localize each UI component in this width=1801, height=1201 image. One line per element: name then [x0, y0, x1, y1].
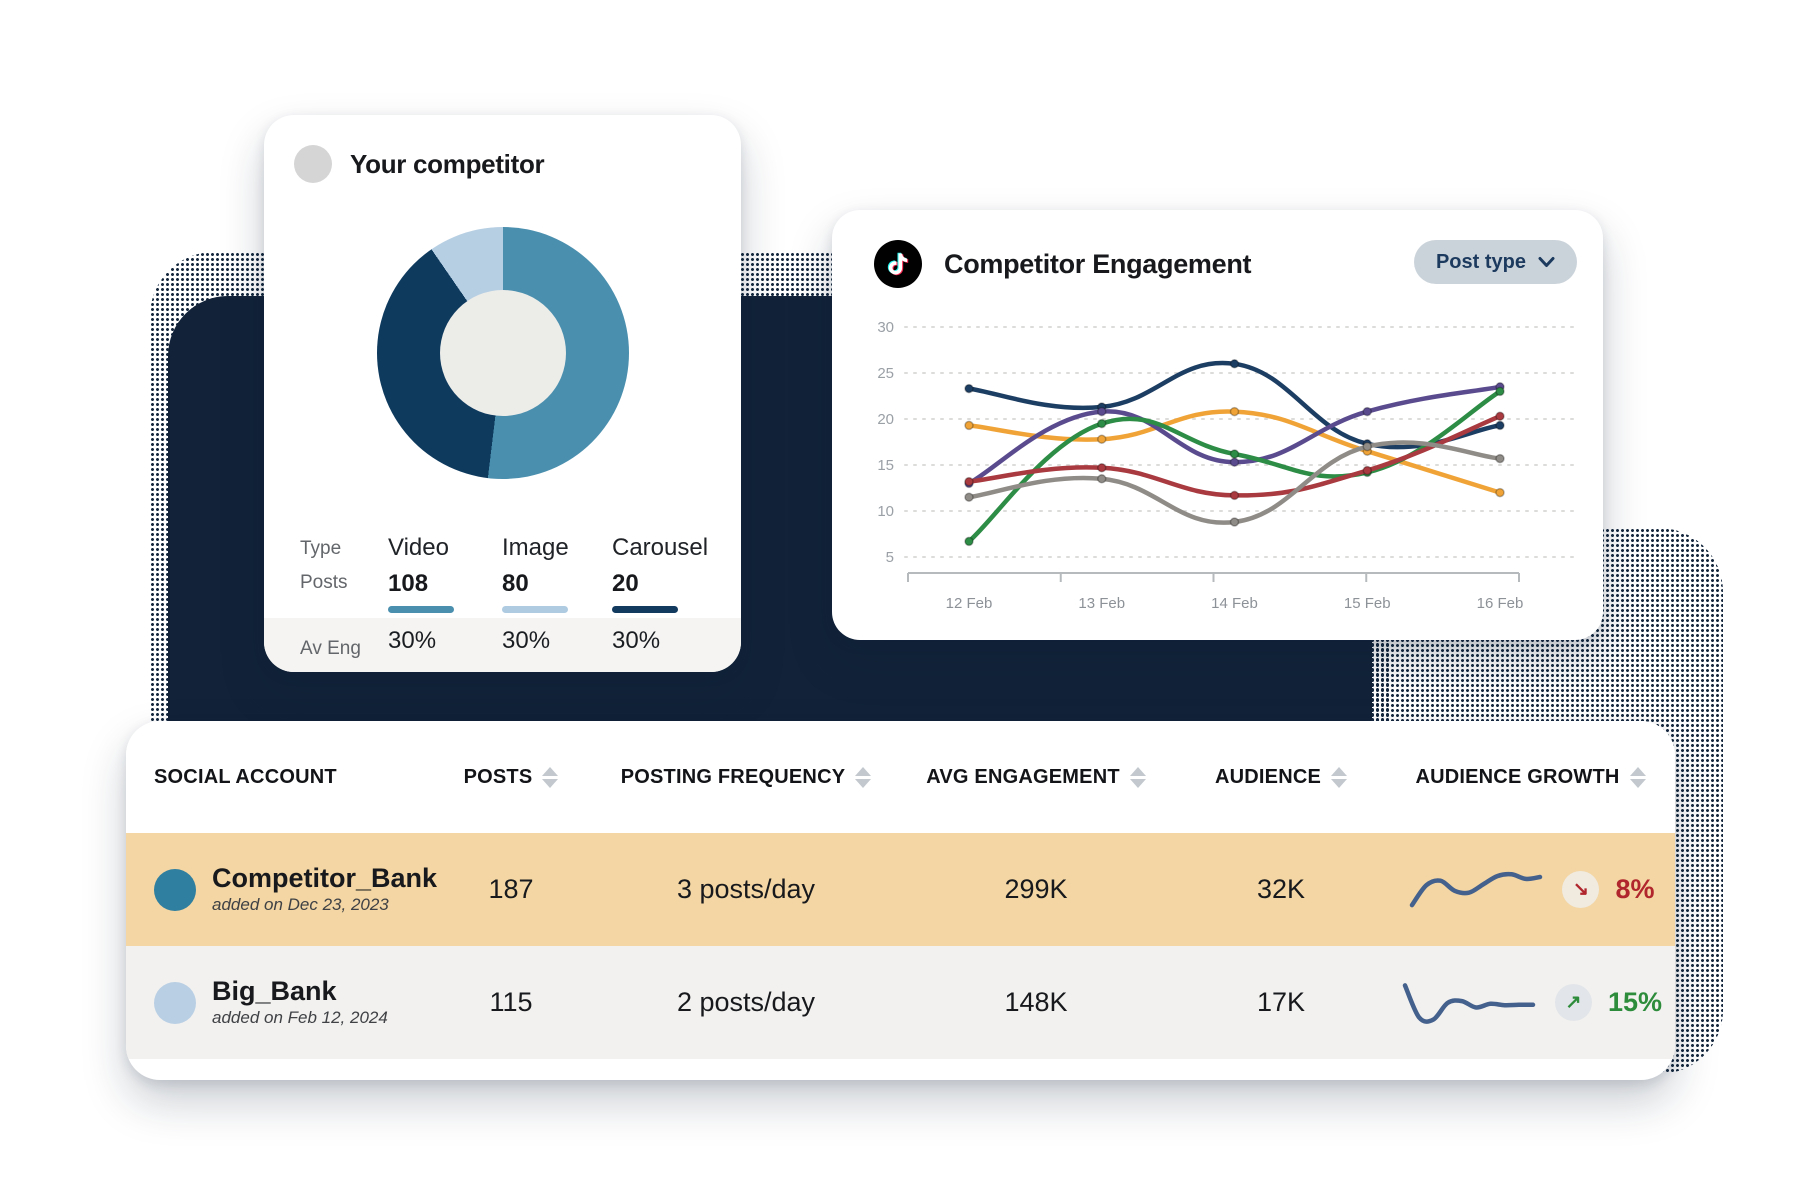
stat-type-label: Image — [502, 534, 569, 561]
stat-col-image: Image 80 30% — [502, 534, 612, 655]
avg-engagement-cell: 299K — [1004, 874, 1068, 904]
stat-type-label: Carousel — [612, 534, 709, 561]
growth-sparkline — [1402, 982, 1536, 1024]
stat-row-label-type: Type — [300, 538, 342, 559]
table-row-big-bank[interactable]: Big_Bank added on Feb 12, 2024 115 2 pos… — [126, 946, 1675, 1059]
stat-underline-bar — [502, 606, 568, 613]
column-header-posting-frequency: POSTING FREQUENCY — [596, 766, 896, 789]
svg-text:16 Feb: 16 Feb — [1477, 595, 1524, 612]
column-header-label: AUDIENCE — [1214, 765, 1322, 788]
sort-icon[interactable] — [855, 766, 872, 788]
column-header-label: AVG ENGAGEMENT — [926, 765, 1120, 788]
tiktok-icon — [874, 240, 922, 288]
avg-engagement-band — [264, 618, 741, 672]
table-header-row: SOCIAL ACCOUNT POSTS POSTING FREQUENCY A… — [126, 721, 1675, 833]
account-avatar — [154, 981, 196, 1024]
svg-text:5: 5 — [886, 549, 894, 566]
sort-icon[interactable] — [542, 766, 559, 788]
post-type-dropdown-label: Post type — [1435, 250, 1526, 273]
sort-icon[interactable] — [1331, 766, 1348, 788]
stat-aveng-value: 30% — [388, 627, 437, 654]
column-header-avg-engagement: AVG ENGAGEMENT — [896, 766, 1176, 789]
column-header-posts: POSTS — [426, 766, 596, 789]
growth-sparkline — [1410, 871, 1543, 907]
competitor-card-title: Your competitor — [350, 148, 545, 179]
posts-cell: 187 — [488, 874, 534, 904]
competitor-posttype-card: Your competitor Type Posts Av Eng Video … — [264, 115, 741, 672]
svg-text:10: 10 — [877, 503, 894, 520]
column-header-label: SOCIAL ACCOUNT — [154, 765, 337, 788]
svg-text:14 Feb: 14 Feb — [1211, 595, 1258, 612]
stat-aveng-value: 30% — [502, 627, 551, 654]
svg-text:30: 30 — [877, 319, 894, 336]
column-header-label: POSTING FREQUENCY — [620, 765, 846, 788]
stat-posts-value: 108 — [388, 570, 429, 597]
stat-row-label-posts: Posts — [300, 572, 348, 593]
stat-col-carousel: Carousel 20 30% — [612, 534, 722, 655]
social-accounts-table: SOCIAL ACCOUNT POSTS POSTING FREQUENCY A… — [126, 721, 1675, 1080]
engagement-card-header: Competitor Engagement — [874, 240, 1252, 288]
engagement-line-chart: 30 25 20 15 10 5 12 Feb 13 Feb 14 Feb 15 Feb 16 Fe… — [877, 319, 1581, 612]
avg-engagement-cell: 148K — [1004, 987, 1068, 1017]
competitor-card-header: Your competitor — [294, 145, 545, 183]
svg-text:12 Feb: 12 Feb — [946, 595, 993, 612]
trend-down-arrow-icon: ↘ — [1562, 871, 1600, 908]
growth-percentage: 15% — [1607, 987, 1663, 1017]
stat-underline-bar — [388, 606, 454, 613]
frequency-cell: 2 posts/day — [676, 987, 816, 1017]
column-header-label: AUDIENCE GROWTH — [1415, 765, 1620, 788]
competitor-avatar-placeholder — [294, 145, 332, 183]
column-header-label: POSTS — [463, 765, 533, 788]
stat-aveng-value: 30% — [612, 627, 661, 654]
stat-row-label-aveng: Av Eng — [300, 638, 361, 659]
svg-text:15 Feb: 15 Feb — [1344, 595, 1391, 612]
account-added-date: added on Dec 23, 2023 — [212, 895, 389, 915]
account-name: Competitor_Bank — [212, 862, 438, 893]
growth-percentage: 8% — [1615, 874, 1655, 904]
competitor-engagement-card: Competitor Engagement Post type 30 25 20 15… — [832, 210, 1603, 640]
stat-underline-bar — [612, 606, 678, 613]
svg-text:15: 15 — [877, 457, 894, 474]
sort-icon[interactable] — [1129, 766, 1146, 788]
posts-cell: 115 — [489, 987, 533, 1017]
trend-up-arrow-icon: ↗ — [1554, 984, 1592, 1021]
sort-icon[interactable] — [1629, 766, 1646, 788]
engagement-card-title: Competitor Engagement — [944, 248, 1252, 279]
post-type-dropdown-button[interactable]: Post type — [1413, 240, 1577, 284]
account-added-date: added on Feb 12, 2024 — [212, 1008, 388, 1028]
frequency-cell: 3 posts/day — [676, 874, 816, 904]
chevron-down-icon — [1538, 257, 1555, 267]
svg-text:13 Feb: 13 Feb — [1078, 595, 1125, 612]
audience-growth-cell: ↘ 8% — [1386, 864, 1675, 916]
column-header-audience: AUDIENCE — [1176, 766, 1386, 789]
account-name: Big_Bank — [212, 975, 337, 1006]
post-type-donut-chart — [377, 227, 629, 479]
audience-growth-cell: ↗ 15% — [1386, 977, 1675, 1029]
column-header-social-account: SOCIAL ACCOUNT — [126, 766, 426, 789]
account-avatar — [154, 868, 196, 911]
svg-text:25: 25 — [877, 365, 894, 382]
column-header-audience-growth: AUDIENCE GROWTH — [1386, 766, 1675, 789]
audience-cell: 17K — [1256, 987, 1306, 1017]
stat-posts-value: 20 — [612, 570, 639, 597]
svg-text:20: 20 — [877, 411, 894, 428]
stat-type-label: Video — [388, 534, 449, 561]
audience-cell: 32K — [1256, 874, 1306, 904]
table-row-competitor-bank[interactable]: Competitor_Bank added on Dec 23, 2023 18… — [126, 833, 1675, 946]
stat-posts-value: 80 — [502, 570, 529, 597]
account-cell: Big_Bank added on Feb 12, 2024 — [126, 975, 426, 1028]
account-cell: Competitor_Bank added on Dec 23, 2023 — [126, 863, 437, 915]
stat-col-video: Video 108 30% — [388, 534, 498, 655]
